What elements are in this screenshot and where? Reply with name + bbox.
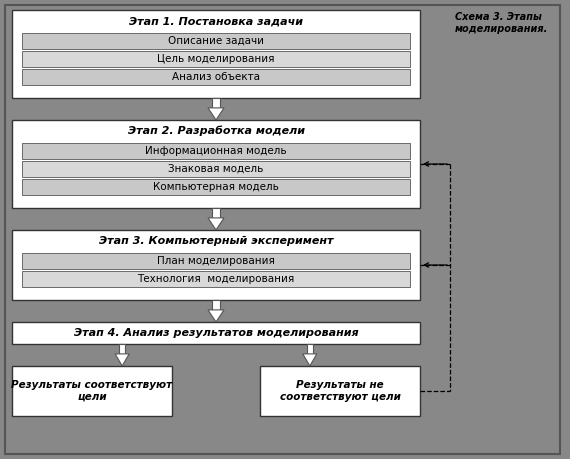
Polygon shape bbox=[115, 354, 129, 366]
Bar bbox=[22, 253, 410, 269]
Text: План моделирования: План моделирования bbox=[157, 256, 275, 266]
Text: Этап 3. Компьютерный эксперимент: Этап 3. Компьютерный эксперимент bbox=[99, 236, 333, 246]
Bar bbox=[22, 271, 410, 287]
Bar bbox=[22, 33, 410, 49]
Bar bbox=[260, 366, 420, 416]
Bar bbox=[12, 322, 420, 344]
Polygon shape bbox=[303, 354, 317, 366]
Text: Анализ объекта: Анализ объекта bbox=[172, 72, 260, 82]
Text: Компьютерная модель: Компьютерная модель bbox=[153, 182, 279, 192]
Bar bbox=[12, 366, 172, 416]
Polygon shape bbox=[208, 108, 224, 120]
Bar bbox=[307, 344, 313, 354]
Text: Результаты соответствуют
цели: Результаты соответствуют цели bbox=[11, 380, 173, 402]
Bar bbox=[22, 179, 410, 195]
Bar bbox=[12, 10, 420, 98]
Bar bbox=[213, 208, 219, 218]
Bar bbox=[22, 161, 410, 177]
Bar bbox=[12, 120, 420, 208]
Text: Этап 2. Разработка модели: Этап 2. Разработка модели bbox=[128, 126, 304, 136]
Polygon shape bbox=[208, 218, 224, 230]
Text: Результаты не
соответствуют цели: Результаты не соответствуют цели bbox=[279, 380, 401, 402]
Text: Знаковая модель: Знаковая модель bbox=[168, 164, 264, 174]
Text: Этап 4. Анализ результатов моделирования: Этап 4. Анализ результатов моделирования bbox=[74, 328, 359, 338]
Bar bbox=[213, 300, 219, 310]
Bar bbox=[22, 69, 410, 85]
Text: Цель моделирования: Цель моделирования bbox=[157, 54, 275, 64]
Bar bbox=[22, 51, 410, 67]
Bar bbox=[119, 344, 125, 354]
Text: Схема 3. Этапы
моделирования.: Схема 3. Этапы моделирования. bbox=[455, 12, 548, 34]
Text: Этап 1. Постановка задачи: Этап 1. Постановка задачи bbox=[129, 16, 303, 26]
Bar bbox=[22, 143, 410, 159]
Text: Информационная модель: Информационная модель bbox=[145, 146, 287, 156]
Text: Описание задачи: Описание задачи bbox=[168, 36, 264, 46]
Polygon shape bbox=[208, 310, 224, 322]
Bar bbox=[12, 230, 420, 300]
Text: Технология  моделирования: Технология моделирования bbox=[137, 274, 295, 284]
Bar bbox=[213, 98, 219, 108]
